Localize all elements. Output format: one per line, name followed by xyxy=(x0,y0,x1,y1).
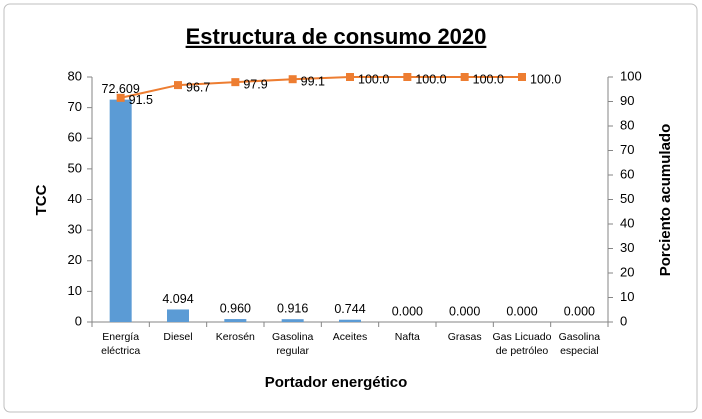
line-value-label: 100.0 xyxy=(530,72,561,86)
y2-tick-label: 30 xyxy=(620,240,634,255)
y-tick-label: 40 xyxy=(68,191,82,206)
x-tick-label: especial xyxy=(560,345,599,357)
line-marker xyxy=(403,73,412,81)
y2-tick-label: 100 xyxy=(620,68,642,83)
x-tick-label: Aceites xyxy=(333,331,367,343)
bar-value-label: 4.094 xyxy=(162,292,193,306)
line-marker xyxy=(288,75,297,84)
line-value-label: 100.0 xyxy=(358,72,389,86)
chart-title: Estructura de consumo 2020 xyxy=(186,24,487,49)
y2-tick-label: 60 xyxy=(620,166,634,181)
line-value-label: 99.1 xyxy=(301,75,325,89)
y-tick-label: 30 xyxy=(68,222,82,237)
y-tick-label: 20 xyxy=(68,252,82,267)
line-value-label: 100.0 xyxy=(473,72,504,86)
bar-value-label: 0.960 xyxy=(220,301,251,315)
x-tick-label: Gasolina xyxy=(559,331,601,343)
y-axis-title: TCC xyxy=(33,184,50,215)
x-tick-label: Gasolina xyxy=(272,331,314,343)
x-tick-label: Energía xyxy=(102,331,139,343)
bar-value-label: 72.609 xyxy=(102,82,140,96)
bar-value-label: 0.000 xyxy=(449,304,480,318)
line-marker xyxy=(518,73,526,81)
bar-value-label: 0.744 xyxy=(334,302,365,316)
bar-value-label: 0.000 xyxy=(564,304,595,318)
y2-tick-label: 40 xyxy=(620,215,634,230)
line xyxy=(120,76,522,99)
line-value-label: 91.5 xyxy=(129,93,153,107)
x-tick-label: Diesel xyxy=(163,331,192,343)
x-tick-label: Nafta xyxy=(395,331,420,343)
y2-tick-label: 50 xyxy=(620,191,634,206)
y2-axis-title: Porciento acumulado xyxy=(657,124,674,277)
line-marker xyxy=(346,73,354,81)
y-tick-label: 10 xyxy=(68,283,82,298)
x-tick-label: Gas Licuado xyxy=(493,331,552,343)
bar-value-label: 0.916 xyxy=(277,301,308,315)
line-value-label: 100.0 xyxy=(415,72,446,86)
line-marker xyxy=(174,81,182,90)
y2-tick-label: 70 xyxy=(620,142,634,157)
y-tick-label: 60 xyxy=(68,130,82,145)
bar-value-label: 0.000 xyxy=(392,304,423,318)
line-value-label: 97.9 xyxy=(243,77,267,91)
bar xyxy=(339,319,361,322)
y2-tick-label: 10 xyxy=(620,289,634,304)
x-tick-label: regular xyxy=(276,345,309,357)
y2-tick-label: 90 xyxy=(620,93,634,108)
y-tick-label: 70 xyxy=(68,99,82,114)
y-tick-label: 0 xyxy=(75,313,82,328)
line-value-label: 96.7 xyxy=(186,80,210,94)
y2-tick-label: 80 xyxy=(620,117,634,132)
y2-tick-label: 20 xyxy=(620,264,634,279)
y2-tick-label: 0 xyxy=(620,313,627,328)
bar-value-label: 0.000 xyxy=(506,304,537,318)
x-tick-label: eléctrica xyxy=(101,345,140,357)
bar xyxy=(224,319,247,322)
y-tick-label: 50 xyxy=(68,160,82,175)
x-tick-label: de petróleo xyxy=(496,345,549,357)
x-axis-title: Portador energético xyxy=(265,374,408,391)
bar xyxy=(109,99,132,322)
x-tick-label: Grasas xyxy=(448,331,482,343)
bar xyxy=(167,309,189,322)
line-marker xyxy=(116,93,125,102)
x-tick-label: Kerosén xyxy=(216,331,255,343)
line-marker xyxy=(460,73,469,81)
bar xyxy=(281,319,304,322)
line-marker xyxy=(231,78,240,87)
y-tick-label: 80 xyxy=(68,68,82,83)
